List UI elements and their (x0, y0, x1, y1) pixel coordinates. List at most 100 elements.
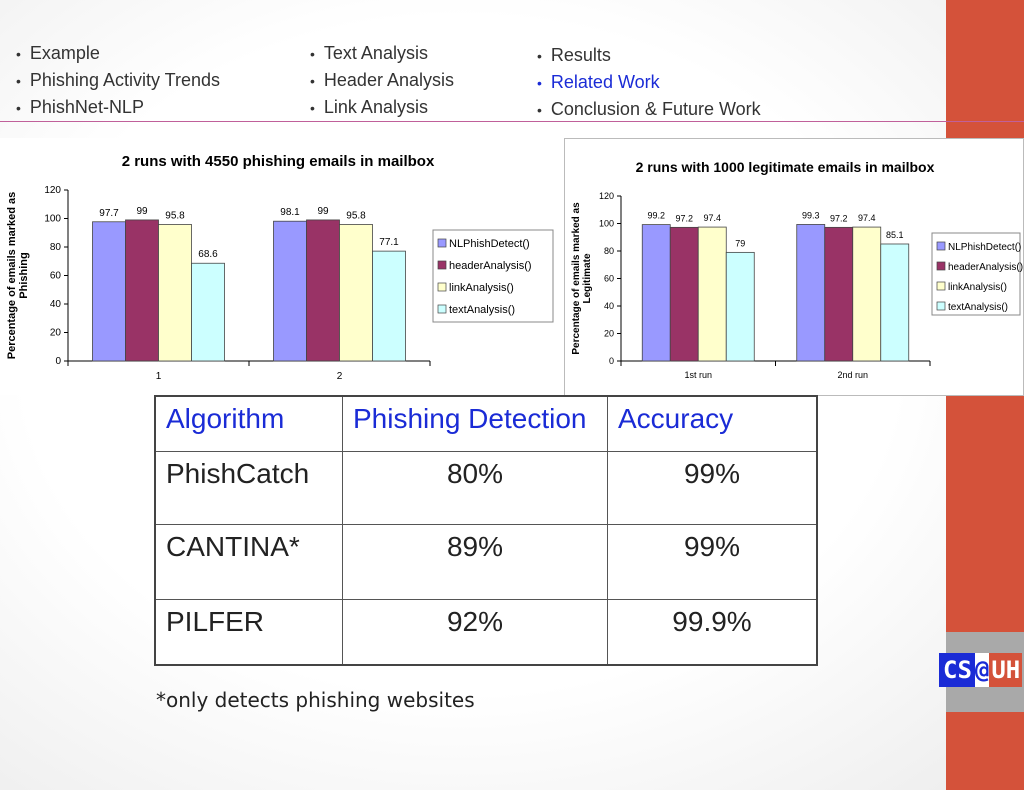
x-tick-label: 2 (337, 371, 343, 382)
bar (92, 221, 126, 362)
legend-entry: NLPhishDetect() (449, 238, 530, 250)
table-row: CANTINA* 89% 99% (154, 524, 818, 600)
nav-item-related-work[interactable]: Related Work (537, 71, 761, 98)
y-tick-label: 60 (50, 271, 62, 282)
related-work-table: Algorithm Phishing Detection Accuracy Ph… (154, 395, 818, 666)
bar-value-label: 79 (735, 238, 745, 248)
y-tick-label: 120 (44, 185, 61, 196)
bar-value-label: 97.2 (675, 213, 693, 223)
y-tick-label: 100 (44, 214, 61, 225)
bar-value-label: 99 (136, 206, 148, 217)
y-tick-label: 0 (609, 356, 614, 366)
cell-algorithm: CANTINA* (154, 524, 343, 600)
header-accuracy: Accuracy (607, 395, 818, 452)
y-tick-label: 0 (55, 356, 61, 367)
x-tick-label: 1st run (684, 370, 712, 380)
legend-entry: linkAnalysis() (449, 282, 514, 294)
table-header-row: Algorithm Phishing Detection Accuracy (154, 395, 818, 452)
y-tick-label: 100 (599, 219, 614, 229)
legend-entry: headerAnalysis() (948, 262, 1023, 273)
y-tick-label: 20 (604, 329, 614, 339)
bar (372, 250, 406, 362)
legend-entry: headerAnalysis() (449, 260, 532, 272)
nav-item-phishnet-nlp[interactable]: PhishNet-NLP (16, 96, 220, 123)
bar (339, 224, 373, 362)
bar-value-label: 97.7 (99, 208, 119, 219)
nav-item-phishing-activity-trends[interactable]: Phishing Activity Trends (16, 69, 220, 96)
cell-detection: 80% (342, 451, 608, 525)
bar (852, 226, 882, 362)
bar (158, 224, 192, 362)
cell-detection: 92% (342, 599, 608, 666)
bar (824, 226, 854, 362)
logo-uh: UH (989, 653, 1023, 687)
x-tick-label: 2nd run (837, 370, 868, 380)
legend-box (931, 232, 1021, 316)
footnote: *only detects phishing websites (156, 688, 475, 712)
bar (796, 224, 826, 362)
legend-entry: textAnalysis() (449, 304, 515, 316)
legend-swatch (437, 304, 447, 314)
y-tick-label: 60 (604, 274, 614, 284)
legend-entry: linkAnalysis() (948, 282, 1007, 293)
table-row: PILFER 92% 99.9% (154, 599, 818, 666)
cell-accuracy: 99.9% (607, 599, 818, 666)
table-row: PhishCatch 80% 99% (154, 451, 818, 525)
chart-title: 2 runs with 1000 legitimate emails in ma… (636, 159, 935, 175)
legend-box (432, 229, 554, 323)
nav-item-text-analysis[interactable]: Text Analysis (310, 42, 454, 69)
nav-item-results[interactable]: Results (537, 44, 761, 71)
bar-value-label: 99 (317, 206, 329, 217)
y-tick-label: 120 (599, 191, 614, 201)
legend-swatch (936, 261, 946, 271)
bar (669, 226, 699, 362)
y-tick-label: 80 (50, 242, 62, 253)
legend-swatch (437, 260, 447, 270)
nav-item-link-analysis[interactable]: Link Analysis (310, 96, 454, 123)
bar (641, 224, 671, 362)
nav-column-3: Results Related Work Conclusion & Future… (537, 44, 761, 125)
cell-algorithm: PILFER (154, 599, 343, 666)
bar-value-label: 99.3 (802, 210, 820, 220)
phishing-emails-chart-svg: 2 runs with 4550 phishing emails in mail… (6, 153, 554, 382)
y-tick-label: 80 (604, 246, 614, 256)
bar (697, 226, 727, 362)
logo-at: @ (974, 653, 990, 687)
nav-item-header-analysis[interactable]: Header Analysis (310, 69, 454, 96)
bar (306, 219, 340, 362)
chart-title: 2 runs with 4550 phishing emails in mail… (122, 153, 435, 170)
cell-detection: 89% (342, 524, 608, 600)
header-phishing-detection: Phishing Detection (342, 395, 608, 452)
bar-value-label: 98.1 (280, 207, 300, 218)
bar (725, 251, 755, 362)
legitimate-emails-chart-svg: 2 runs with 1000 legitimate emails in ma… (571, 159, 1023, 380)
y-axis-label: Percentage of emails marked asLegitimate (571, 202, 593, 355)
y-tick-label: 40 (604, 301, 614, 311)
legend-swatch (437, 238, 447, 248)
cs-uh-logo: CS @ UH (939, 653, 1024, 687)
bar-value-label: 77.1 (379, 237, 399, 248)
cell-algorithm: PhishCatch (154, 451, 343, 525)
logo-cs: CS (939, 653, 975, 687)
bar-value-label: 95.8 (346, 210, 366, 221)
nav-item-conclusion[interactable]: Conclusion & Future Work (537, 98, 761, 125)
legend-swatch (437, 282, 447, 292)
bar-value-label: 97.4 (858, 213, 876, 223)
legend-entry: NLPhishDetect() (948, 242, 1021, 253)
bar-value-label: 97.2 (830, 213, 848, 223)
nav-column-2: Text Analysis Header Analysis Link Analy… (310, 42, 454, 123)
legend-swatch (936, 241, 946, 251)
bar (880, 243, 910, 362)
cell-accuracy: 99% (607, 451, 818, 525)
nav-column-1: Example Phishing Activity Trends PhishNe… (16, 42, 220, 123)
bar-value-label: 85.1 (886, 230, 904, 240)
legend-entry: textAnalysis() (948, 302, 1008, 313)
x-tick-label: 1 (156, 371, 162, 382)
bar-value-label: 68.6 (198, 249, 218, 260)
bar-value-label: 95.8 (165, 210, 185, 221)
nav-item-example[interactable]: Example (16, 42, 220, 69)
y-tick-label: 20 (50, 328, 62, 339)
header-algorithm: Algorithm (154, 395, 343, 452)
legend-swatch (936, 301, 946, 311)
legend-swatch (936, 281, 946, 291)
